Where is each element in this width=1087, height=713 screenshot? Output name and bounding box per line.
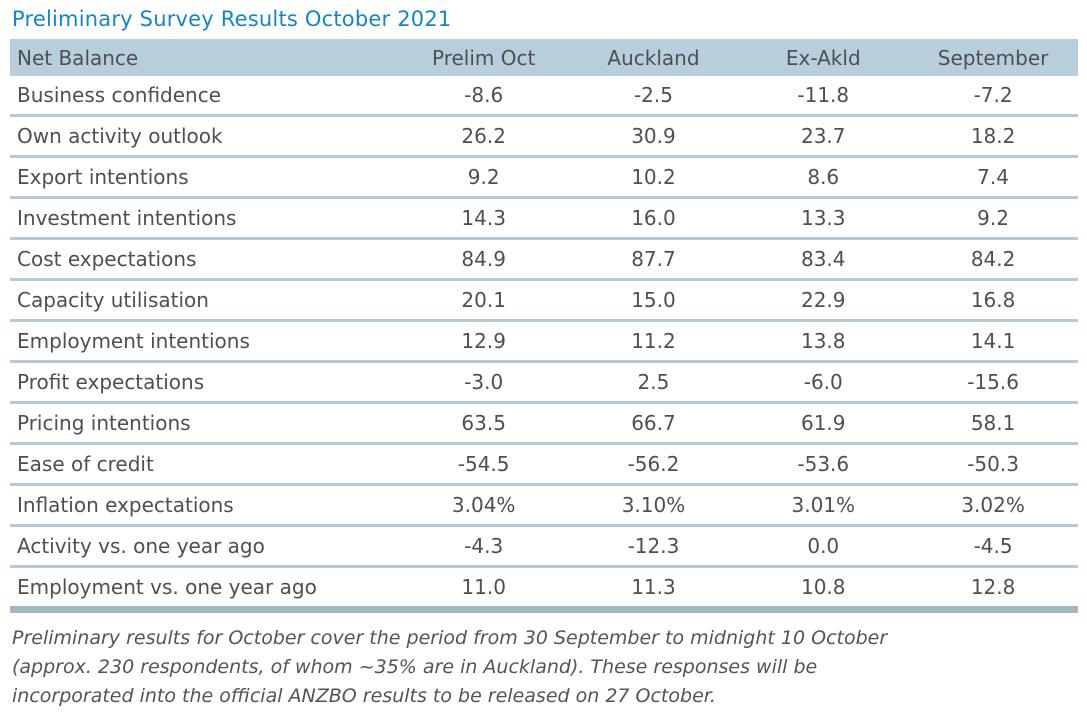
row-value: 0.0 <box>738 525 909 568</box>
table-row: Activity vs. one year ago -4.3 -12.3 0.0 -4.… <box>10 525 1078 568</box>
table-row: Ease of credit -54.5 -56.2 -53.6 -50.3 <box>10 443 1078 486</box>
row-value: 11.2 <box>568 320 739 363</box>
table-row: Investment intentions 14.3 16.0 13.3 9.2 <box>10 197 1078 240</box>
row-value: -2.5 <box>568 76 739 117</box>
table-header: Net Balance Prelim Oct Auckland Ex-Akld … <box>10 39 1078 76</box>
table-row: Employment intentions 12.9 11.2 13.8 14.1 <box>10 320 1078 363</box>
row-value: -4.5 <box>908 525 1078 568</box>
row-value: 11.0 <box>398 566 569 613</box>
row-label: Profit expectations <box>10 361 399 404</box>
footnote: Preliminary results for October cover th… <box>12 624 1087 711</box>
table-row: Business confidence -8.6 -2.5 -11.8 -7.2 <box>10 76 1078 117</box>
row-label: Business confidence <box>10 76 399 117</box>
row-label: Activity vs. one year ago <box>10 525 399 568</box>
row-value: 26.2 <box>398 115 569 158</box>
table-row: Own activity outlook 26.2 30.9 23.7 18.2 <box>10 115 1078 158</box>
row-label: Investment intentions <box>10 197 399 240</box>
row-value: 12.8 <box>908 566 1078 613</box>
table-row: Profit expectations -3.0 2.5 -6.0 -15.6 <box>10 361 1078 404</box>
column-header-september: September <box>908 39 1078 76</box>
row-value: 14.3 <box>398 197 569 240</box>
header-row: Net Balance Prelim Oct Auckland Ex-Akld … <box>10 39 1078 76</box>
row-label: Inflation expectations <box>10 484 399 527</box>
row-value: 87.7 <box>568 238 739 281</box>
row-label: Employment vs. one year ago <box>10 566 399 613</box>
row-value: 61.9 <box>738 402 909 445</box>
column-header-auckland: Auckland <box>568 39 739 76</box>
column-header-prelim-oct: Prelim Oct <box>398 39 569 76</box>
row-value: 7.4 <box>908 156 1078 199</box>
row-value: -15.6 <box>908 361 1078 404</box>
row-value: 11.3 <box>568 566 739 613</box>
row-value: -54.5 <box>398 443 569 486</box>
row-value: -11.8 <box>738 76 909 117</box>
row-value: 66.7 <box>568 402 739 445</box>
table-row: Export intentions 9.2 10.2 8.6 7.4 <box>10 156 1078 199</box>
row-label: Capacity utilisation <box>10 279 399 322</box>
row-value: 12.9 <box>398 320 569 363</box>
row-label: Cost expectations <box>10 238 399 281</box>
row-value: 9.2 <box>398 156 569 199</box>
row-value: 23.7 <box>738 115 909 158</box>
row-label: Employment intentions <box>10 320 399 363</box>
row-value: -50.3 <box>908 443 1078 486</box>
row-value: 3.04% <box>398 484 569 527</box>
row-value: -8.6 <box>398 76 569 117</box>
row-value: 84.2 <box>908 238 1078 281</box>
row-value: 16.8 <box>908 279 1078 322</box>
row-value: 20.1 <box>398 279 569 322</box>
row-value: -6.0 <box>738 361 909 404</box>
row-value: 3.02% <box>908 484 1078 527</box>
page-title: Preliminary Survey Results October 2021 <box>12 7 452 31</box>
row-value: 18.2 <box>908 115 1078 158</box>
row-value: -53.6 <box>738 443 909 486</box>
table-row: Employment vs. one year ago 11.0 11.3 10.8 1… <box>10 566 1078 613</box>
row-label: Pricing intentions <box>10 402 399 445</box>
row-value: 2.5 <box>568 361 739 404</box>
row-value: 10.2 <box>568 156 739 199</box>
row-value: -56.2 <box>568 443 739 486</box>
row-value: -4.3 <box>398 525 569 568</box>
column-header-net-balance: Net Balance <box>10 39 399 76</box>
row-value: 8.6 <box>738 156 909 199</box>
column-header-ex-akld: Ex-Akld <box>738 39 909 76</box>
table-row: Inflation expectations 3.04% 3.10% 3.01% 3.0… <box>10 484 1078 527</box>
row-label: Ease of credit <box>10 443 399 486</box>
footnote-line: incorporated into the official ANZBO res… <box>12 685 716 707</box>
row-value: 9.2 <box>908 197 1078 240</box>
row-value: 63.5 <box>398 402 569 445</box>
table-body: Business confidence -8.6 -2.5 -11.8 -7.2 Own … <box>10 76 1078 613</box>
row-value: 10.8 <box>738 566 909 613</box>
row-value: 58.1 <box>908 402 1078 445</box>
row-label: Export intentions <box>10 156 399 199</box>
survey-results-table: Net Balance Prelim Oct Auckland Ex-Akld … <box>10 39 1078 613</box>
row-value: 16.0 <box>568 197 739 240</box>
row-value: 3.01% <box>738 484 909 527</box>
row-value: 3.10% <box>568 484 739 527</box>
row-label: Own activity outlook <box>10 115 399 158</box>
row-value: 14.1 <box>908 320 1078 363</box>
footnote-line: Preliminary results for October cover th… <box>12 627 888 649</box>
row-value: 22.9 <box>738 279 909 322</box>
table-row: Capacity utilisation 20.1 15.0 22.9 16.8 <box>10 279 1078 322</box>
row-value: -3.0 <box>398 361 569 404</box>
row-value: 30.9 <box>568 115 739 158</box>
row-value: 13.8 <box>738 320 909 363</box>
row-value: 13.3 <box>738 197 909 240</box>
row-value: 15.0 <box>568 279 739 322</box>
table-row: Cost expectations 84.9 87.7 83.4 84.2 <box>10 238 1078 281</box>
row-value: 84.9 <box>398 238 569 281</box>
footnote-line: (approx. 230 respondents, of whom ~35% a… <box>12 656 818 678</box>
row-value: -12.3 <box>568 525 739 568</box>
row-value: -7.2 <box>908 76 1078 117</box>
row-value: 83.4 <box>738 238 909 281</box>
table-row: Pricing intentions 63.5 66.7 61.9 58.1 <box>10 402 1078 445</box>
